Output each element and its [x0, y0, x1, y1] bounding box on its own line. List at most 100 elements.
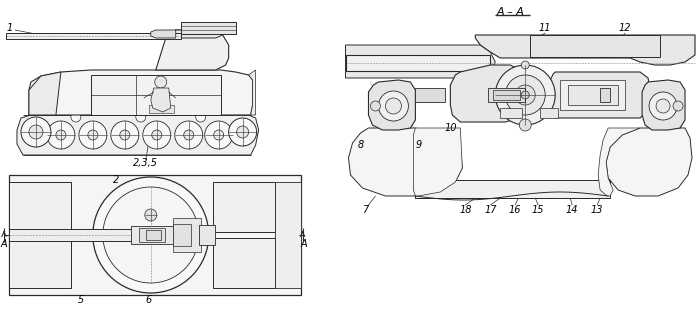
Circle shape [196, 112, 206, 122]
Circle shape [386, 98, 401, 114]
Circle shape [175, 121, 203, 149]
Polygon shape [150, 88, 171, 112]
Circle shape [152, 130, 162, 140]
Circle shape [656, 99, 670, 113]
Text: 9: 9 [415, 140, 421, 150]
Circle shape [88, 130, 98, 140]
Bar [131, 226, 173, 244]
Polygon shape [29, 72, 61, 115]
Polygon shape [475, 35, 695, 65]
Bar [149, 105, 174, 113]
Polygon shape [156, 30, 229, 70]
Circle shape [145, 209, 157, 221]
Circle shape [505, 75, 545, 115]
Text: 5: 5 [78, 295, 84, 305]
Polygon shape [606, 128, 692, 196]
Bar [489, 88, 525, 102]
Bar [540, 108, 558, 118]
Bar [181, 22, 236, 34]
Circle shape [370, 101, 381, 111]
Circle shape [143, 121, 171, 149]
Polygon shape [248, 70, 256, 115]
Circle shape [183, 130, 194, 140]
Circle shape [71, 112, 81, 122]
Circle shape [519, 119, 531, 131]
Circle shape [103, 187, 199, 283]
Circle shape [136, 112, 146, 122]
Text: A: A [300, 239, 307, 249]
Bar [415, 180, 610, 198]
Text: 12: 12 [619, 23, 631, 33]
Text: A – A: A – A [496, 7, 524, 17]
Text: A: A [1, 239, 7, 249]
Circle shape [111, 121, 139, 149]
Polygon shape [450, 65, 525, 122]
Polygon shape [349, 128, 462, 196]
Text: 3: 3 [116, 217, 122, 227]
Polygon shape [414, 128, 462, 196]
Polygon shape [29, 70, 253, 115]
Bar [500, 108, 522, 118]
Circle shape [29, 125, 43, 139]
Circle shape [120, 130, 130, 140]
Bar [9, 182, 71, 288]
Text: 16: 16 [509, 205, 522, 215]
Polygon shape [346, 45, 496, 78]
Circle shape [47, 121, 75, 149]
Bar [274, 182, 300, 288]
Circle shape [522, 91, 529, 99]
Bar [346, 55, 490, 71]
Bar [600, 88, 610, 102]
Text: 10: 10 [444, 123, 456, 133]
Circle shape [79, 121, 107, 149]
Polygon shape [550, 72, 650, 118]
Bar [568, 85, 618, 105]
Bar [199, 225, 215, 245]
Text: 13: 13 [591, 205, 603, 215]
Text: 1: 1 [7, 23, 13, 33]
Bar [560, 80, 625, 110]
Circle shape [214, 130, 224, 140]
Bar [9, 175, 300, 295]
Text: 4: 4 [126, 247, 132, 257]
Circle shape [379, 91, 408, 121]
Bar [494, 90, 520, 100]
Bar [6, 33, 181, 39]
Circle shape [673, 101, 683, 111]
Circle shape [21, 117, 51, 147]
Circle shape [496, 65, 555, 125]
Polygon shape [642, 80, 685, 130]
Text: 7: 7 [363, 205, 369, 215]
Polygon shape [598, 128, 640, 196]
Bar [415, 88, 445, 102]
Circle shape [522, 61, 529, 69]
Bar [9, 229, 154, 241]
Bar [173, 224, 190, 246]
Circle shape [93, 177, 209, 293]
Bar [213, 182, 274, 232]
Text: 14: 14 [566, 205, 578, 215]
Bar [91, 75, 220, 115]
Polygon shape [368, 80, 415, 130]
Text: 8: 8 [358, 140, 363, 150]
Text: 2,3,5: 2,3,5 [133, 158, 158, 168]
Text: 2: 2 [113, 175, 119, 185]
Circle shape [237, 126, 248, 138]
Circle shape [155, 76, 167, 88]
Circle shape [229, 118, 257, 146]
Bar [213, 238, 274, 288]
Text: 15: 15 [532, 205, 545, 215]
Bar [139, 228, 164, 242]
Bar [530, 35, 660, 57]
Bar [146, 230, 161, 240]
Polygon shape [150, 30, 176, 38]
Bar [173, 218, 201, 252]
Circle shape [515, 85, 536, 105]
Polygon shape [166, 30, 223, 38]
Circle shape [56, 130, 66, 140]
Circle shape [204, 121, 232, 149]
Text: 11: 11 [539, 23, 552, 33]
Text: 18: 18 [459, 205, 472, 215]
Circle shape [649, 92, 677, 120]
Text: 6: 6 [146, 295, 152, 305]
